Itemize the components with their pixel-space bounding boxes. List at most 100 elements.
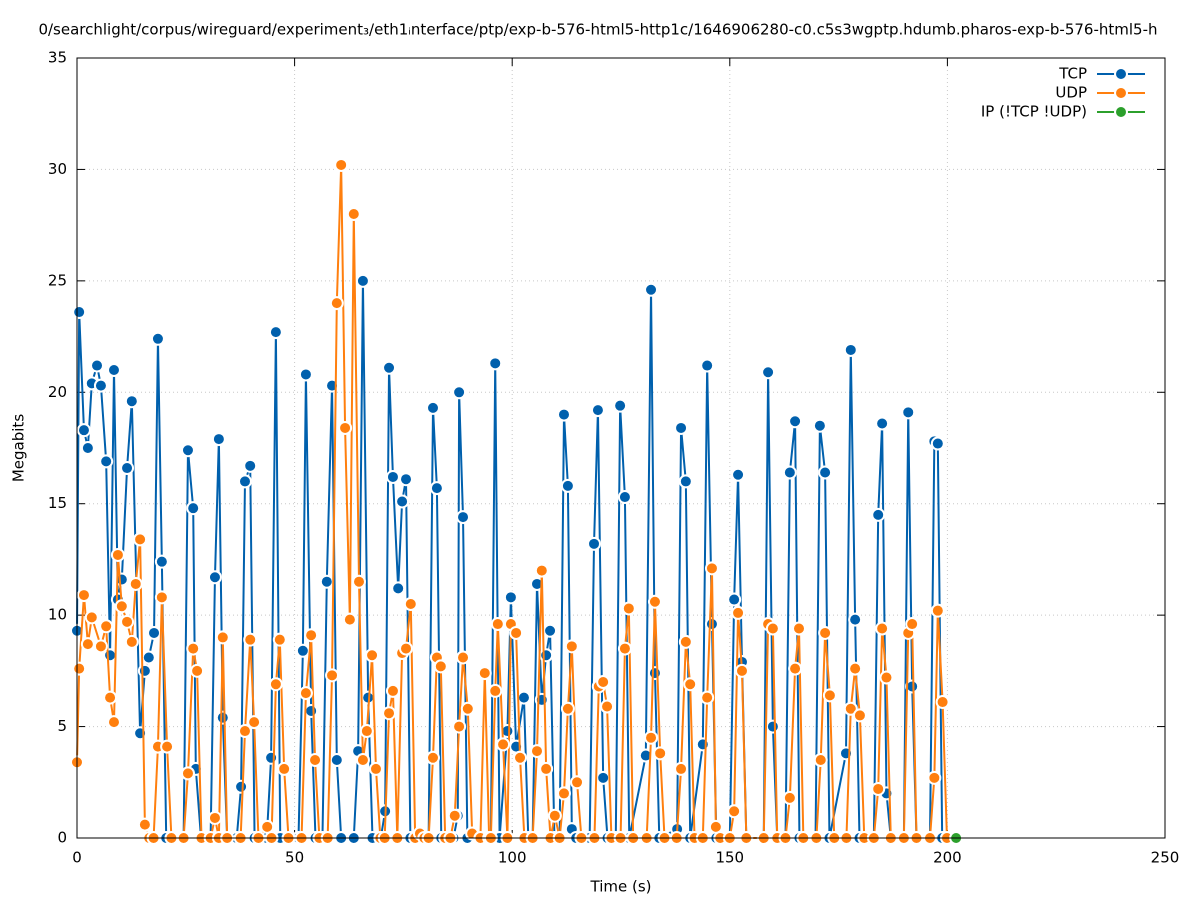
data-point xyxy=(560,701,575,716)
data-point xyxy=(490,617,505,632)
data-point xyxy=(530,744,545,759)
data-point xyxy=(782,790,797,805)
data-point xyxy=(788,414,803,429)
y-tick-label: 0 xyxy=(57,829,67,847)
data-point xyxy=(243,632,258,647)
data-point xyxy=(277,761,292,776)
data-point xyxy=(638,748,653,763)
data-point xyxy=(365,648,380,663)
legend-swatch-marker xyxy=(1114,67,1128,81)
data-point xyxy=(674,420,689,435)
data-point xyxy=(237,724,252,739)
data-point xyxy=(556,407,571,422)
data-point xyxy=(80,441,95,455)
data-point xyxy=(587,536,602,551)
data-point xyxy=(304,703,319,718)
data-point xyxy=(207,810,222,825)
data-point xyxy=(215,630,230,645)
data-point xyxy=(72,305,87,320)
data-point xyxy=(871,507,886,522)
data-point xyxy=(674,761,689,776)
data-point xyxy=(727,592,742,607)
x-tick-label: 200 xyxy=(933,849,962,867)
data-point xyxy=(133,532,148,547)
data-point xyxy=(496,737,511,752)
data-point xyxy=(385,469,400,484)
data-point xyxy=(539,761,554,776)
data-point xyxy=(704,561,719,576)
grid xyxy=(76,57,1166,839)
data-point xyxy=(813,753,828,767)
data-point xyxy=(731,467,746,482)
y-tick-label: 30 xyxy=(48,160,67,178)
data-point xyxy=(905,617,920,632)
data-point xyxy=(761,365,776,380)
data-point xyxy=(460,701,475,716)
data-point xyxy=(247,715,262,730)
data-point xyxy=(99,619,114,634)
data-point xyxy=(399,641,414,656)
data-point xyxy=(647,594,662,609)
data-point xyxy=(150,331,165,346)
x-tick-label: 0 xyxy=(72,849,82,867)
data-point xyxy=(791,621,806,636)
data-point xyxy=(319,574,334,589)
y-tick-label: 5 xyxy=(57,717,67,735)
data-point xyxy=(765,719,780,734)
data-point xyxy=(617,641,632,656)
data-point xyxy=(355,273,370,288)
data-point xyxy=(120,614,135,629)
data-point xyxy=(596,675,611,689)
data-point xyxy=(425,750,440,765)
plot xyxy=(70,157,964,845)
data-point xyxy=(644,282,659,297)
data-point xyxy=(84,610,99,625)
data-point xyxy=(190,663,205,678)
chart-title: 0/searchlight/corpus/wireguard/experimen… xyxy=(38,21,1157,39)
data-point xyxy=(124,634,139,649)
data-point xyxy=(503,590,518,605)
data-point xyxy=(644,730,659,745)
data-point xyxy=(930,436,945,451)
data-point xyxy=(843,701,858,716)
y-axis-label: Megabits xyxy=(10,414,28,482)
data-point xyxy=(76,588,91,603)
data-point xyxy=(338,420,353,435)
data-point xyxy=(80,637,95,652)
data-point xyxy=(186,501,201,516)
data-point xyxy=(234,779,249,794)
data-point xyxy=(114,599,129,614)
data-point xyxy=(103,690,118,705)
data-point xyxy=(935,695,950,710)
data-point xyxy=(734,663,749,678)
data-point xyxy=(812,418,827,433)
data-point xyxy=(547,808,562,823)
data-point xyxy=(76,423,91,438)
data-point xyxy=(147,625,162,640)
data-point xyxy=(346,207,361,221)
data-point xyxy=(788,661,803,676)
data-point xyxy=(613,398,628,413)
data-point xyxy=(678,474,693,489)
data-point xyxy=(72,661,87,676)
plot-border xyxy=(76,57,1166,839)
data-point xyxy=(653,746,668,761)
y-tick-label: 20 xyxy=(48,383,67,401)
data-point xyxy=(237,474,252,489)
data-point xyxy=(264,750,279,765)
data-point xyxy=(456,510,471,525)
data-point xyxy=(456,650,471,665)
data-point xyxy=(385,683,400,698)
data-point xyxy=(727,804,742,819)
legend-swatch-marker xyxy=(1114,86,1128,100)
data-point xyxy=(211,432,226,447)
data-point xyxy=(852,708,867,723)
data-point xyxy=(128,576,143,591)
data-point xyxy=(160,739,175,754)
data-point xyxy=(137,817,152,832)
data-point xyxy=(382,706,397,721)
data-point xyxy=(447,808,462,823)
y-tick-label: 25 xyxy=(48,271,67,289)
data-point xyxy=(298,686,313,701)
